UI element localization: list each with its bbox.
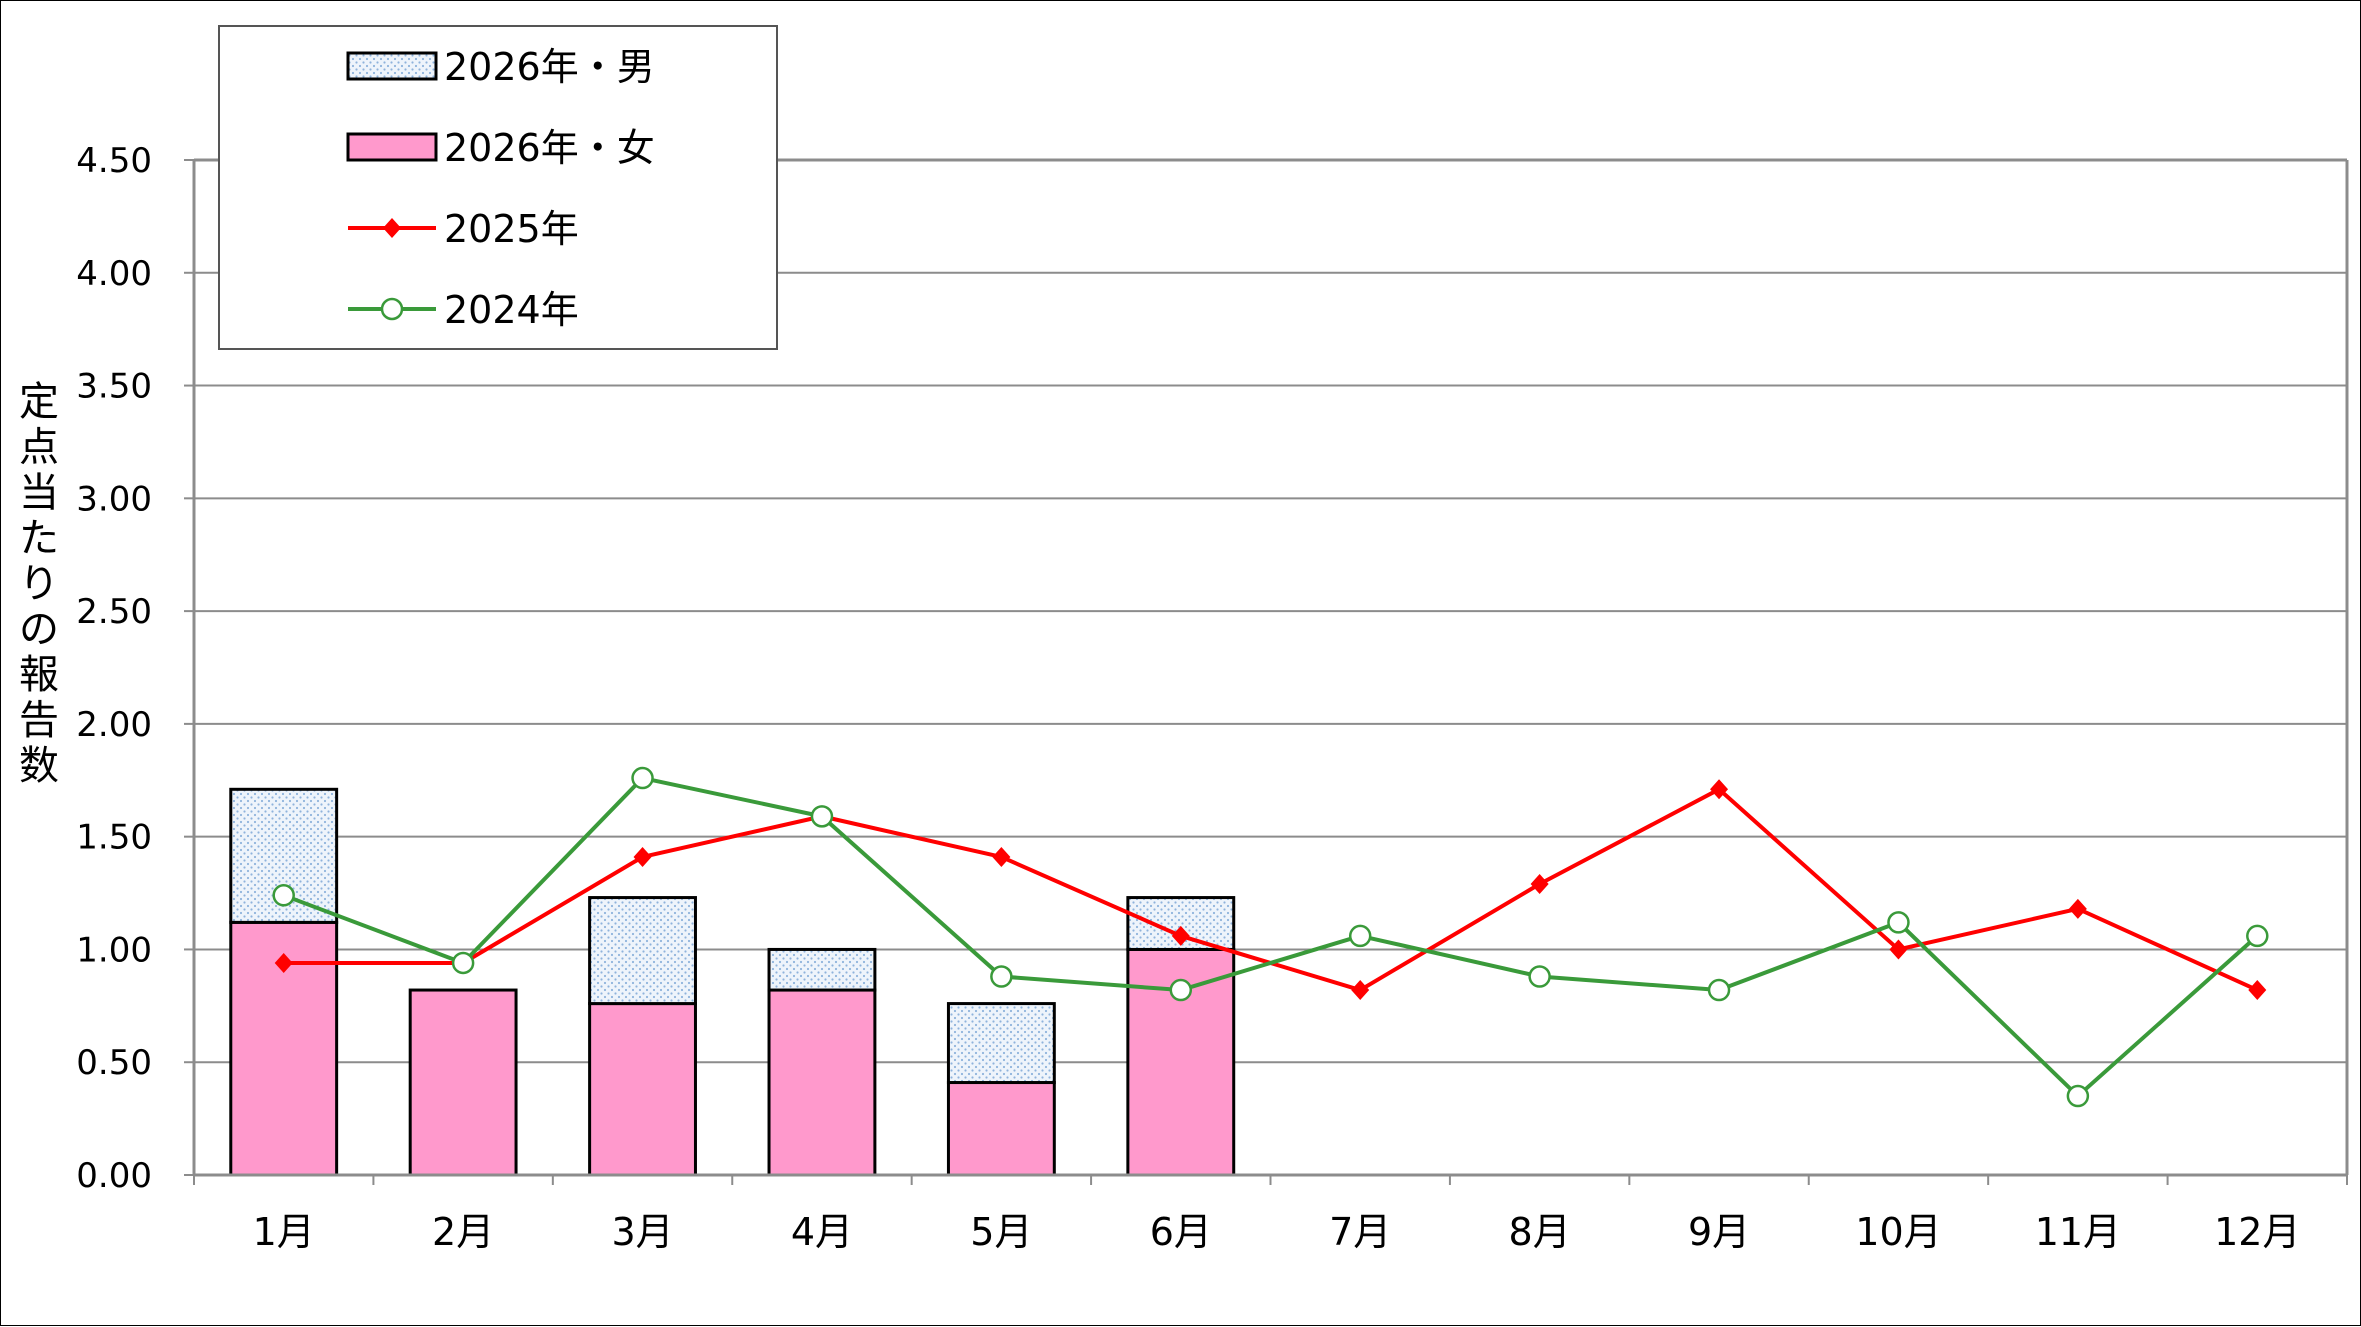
- x-tick-label: 12月: [2214, 1210, 2300, 1254]
- point-2024: [1169, 978, 1193, 1002]
- point-2024: [810, 805, 834, 828]
- x-tick-label: 9月: [1688, 1210, 1750, 1254]
- y-tick-label: 0.50: [76, 1043, 152, 1083]
- x-tick-label: 8月: [1509, 1210, 1571, 1254]
- point-2025: [2068, 898, 2087, 919]
- legend-swatch-male: [346, 51, 438, 81]
- bars: [229, 787, 1236, 1177]
- point-2024: [1528, 965, 1551, 988]
- legend-box: [218, 25, 778, 350]
- point-2025: [1351, 980, 1370, 1001]
- point-2024: [1707, 978, 1731, 1002]
- legend-label: 2026年・男: [444, 45, 655, 89]
- y-tick-label: 1.00: [76, 930, 152, 970]
- bar-male: [767, 947, 877, 992]
- y-tick-label: 2.00: [76, 705, 152, 745]
- x-tick-label: 10月: [1855, 1210, 1941, 1254]
- x-tick-label: 2月: [432, 1210, 494, 1254]
- point-2025: [383, 218, 401, 238]
- bar-female: [946, 1081, 1056, 1177]
- point-2025: [1889, 939, 1908, 960]
- bar-female: [408, 988, 518, 1177]
- point-2025: [633, 846, 652, 867]
- bar-male: [588, 896, 697, 1006]
- point-2025: [2248, 980, 2267, 1001]
- y-tick-label: 4.00: [76, 254, 152, 294]
- point-2024: [631, 766, 654, 790]
- point-2025: [992, 846, 1011, 867]
- legend-swatch-female: [346, 132, 438, 162]
- x-tick-label: 3月: [611, 1210, 673, 1254]
- axes: 0.00 0.50 1.00 1.50 2.00 2.50 3.00 3.50 4.00 4.50…: [19, 141, 2349, 1254]
- point-2025: [1171, 925, 1190, 946]
- point-2024: [451, 951, 475, 975]
- legend-label: 2025年: [444, 207, 579, 251]
- point-2025: [1710, 779, 1729, 800]
- y-tick-label: 3.00: [76, 479, 152, 519]
- legend-label: 2026年・女: [444, 126, 655, 170]
- x-tick-label: 11月: [2035, 1210, 2121, 1254]
- point-2024: [1348, 924, 1372, 948]
- point-2024: [2066, 1084, 2090, 1108]
- y-tick-label: 0.00: [76, 1156, 152, 1196]
- bar-female: [588, 1002, 697, 1177]
- x-tick-label: 1月: [253, 1210, 315, 1254]
- point-2025: [274, 952, 293, 973]
- y-tick-label: 4.50: [76, 141, 152, 181]
- point-2024: [990, 965, 1013, 988]
- line-2024: [283, 776, 2259, 1099]
- point-2024: [2246, 924, 2269, 948]
- point-2024: [272, 884, 295, 907]
- x-tick-label: 4月: [791, 1210, 853, 1254]
- point-2024: [380, 297, 404, 321]
- x-tick-label: 6月: [1150, 1210, 1212, 1254]
- point-2025: [1530, 874, 1549, 895]
- point-2024: [1887, 911, 1910, 934]
- lines: [272, 766, 2269, 1108]
- x-tick-label: 7月: [1329, 1210, 1391, 1254]
- bar-male: [946, 1002, 1056, 1085]
- y-tick-label: 1.50: [76, 818, 152, 858]
- y-tick-label: 3.50: [76, 367, 152, 407]
- legend: 2026年・男 2026年・女 2025年 2024年: [218, 25, 778, 350]
- bar-female: [767, 988, 877, 1177]
- legend-label: 2024年: [444, 288, 579, 332]
- y-tick-label: 2.50: [76, 592, 152, 632]
- x-tick-label: 5月: [970, 1210, 1032, 1254]
- y-axis-label: 定点当たりの報告数: [19, 379, 59, 789]
